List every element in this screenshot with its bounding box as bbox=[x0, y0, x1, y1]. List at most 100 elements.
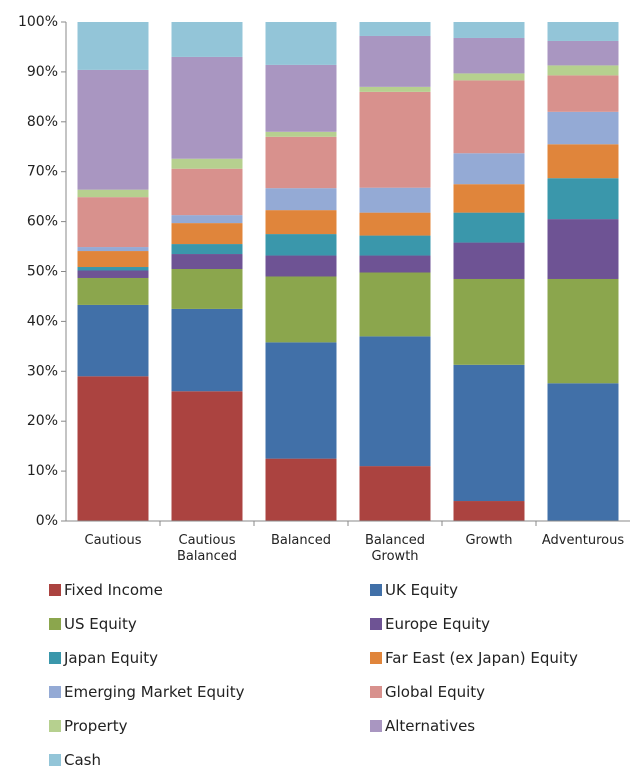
bar-segment bbox=[453, 184, 525, 213]
legend-item: Cash bbox=[49, 750, 101, 770]
legend-label: Fixed Income bbox=[64, 581, 163, 599]
bar-segment bbox=[547, 40, 619, 66]
legend-label: Europe Equity bbox=[385, 615, 490, 633]
legend-label: Property bbox=[64, 717, 128, 735]
legend-item: Fixed Income bbox=[49, 580, 163, 600]
legend-item: Property bbox=[49, 716, 127, 736]
bar-segment bbox=[265, 458, 337, 521]
legend-item: Emerging Market Equity bbox=[49, 682, 244, 702]
legend-label: Global Equity bbox=[385, 683, 486, 701]
y-tick-label: 10% bbox=[27, 463, 58, 479]
legend-label: UK Equity bbox=[385, 581, 459, 599]
bar-segment bbox=[265, 136, 337, 189]
legend-swatch bbox=[370, 720, 382, 732]
legend-swatch bbox=[49, 720, 61, 732]
bar-segment bbox=[171, 223, 243, 245]
bar-segment bbox=[171, 56, 243, 159]
legend-label: Cash bbox=[64, 751, 101, 769]
legend-swatch bbox=[49, 584, 61, 596]
bar-segment bbox=[171, 244, 243, 255]
legend-item: Japan Equity bbox=[49, 648, 158, 668]
bar-segment bbox=[453, 364, 525, 502]
x-tick-label: Growth bbox=[465, 533, 513, 548]
bar-segment bbox=[77, 189, 149, 198]
y-tick-label: 70% bbox=[27, 164, 58, 180]
bar-segment bbox=[171, 22, 243, 57]
legend-item: US Equity bbox=[49, 614, 137, 634]
legend-item: UK Equity bbox=[370, 580, 458, 600]
legend-item: Global Equity bbox=[370, 682, 485, 702]
y-tick-label: 20% bbox=[27, 413, 58, 429]
y-tick-label: 90% bbox=[27, 64, 58, 80]
bar-segment bbox=[547, 144, 619, 179]
bar-segment bbox=[77, 247, 149, 252]
y-tick-label: 40% bbox=[27, 313, 58, 329]
bar-segment bbox=[77, 304, 149, 377]
bar-segment bbox=[453, 80, 525, 154]
bar-segment bbox=[547, 278, 619, 384]
bar-segment bbox=[171, 158, 243, 169]
y-tick-label: 0% bbox=[36, 513, 58, 529]
bar-segment bbox=[265, 188, 337, 211]
bar-segment bbox=[359, 91, 431, 188]
bar-segment bbox=[77, 197, 149, 248]
bar-segment bbox=[265, 22, 337, 65]
bar-segment bbox=[453, 278, 525, 365]
bar-segment bbox=[453, 242, 525, 279]
legend-swatch bbox=[370, 618, 382, 630]
bar-segment bbox=[171, 269, 243, 309]
bar-segment bbox=[77, 22, 149, 70]
bar-segment bbox=[77, 270, 149, 278]
legend-item: Far East (ex Japan) Equity bbox=[370, 648, 578, 668]
y-tick-label: 100% bbox=[18, 14, 58, 30]
legend-item: Alternatives bbox=[370, 716, 475, 736]
bar-segment bbox=[171, 168, 243, 216]
bar-segment bbox=[77, 69, 149, 190]
bar-segment bbox=[171, 254, 243, 270]
x-tick-label: Balanced bbox=[270, 533, 332, 548]
bar-segment bbox=[453, 212, 525, 243]
bar-segment bbox=[265, 210, 337, 235]
bar-segment bbox=[265, 64, 337, 132]
legend-label: Alternatives bbox=[385, 717, 476, 735]
legend-swatch bbox=[49, 618, 61, 630]
x-tick-label: Adventurous bbox=[541, 533, 625, 548]
x-tick-label: Cautious Balanced bbox=[176, 533, 238, 564]
bar-segment bbox=[77, 251, 149, 268]
legend-swatch bbox=[49, 686, 61, 698]
bar-segment bbox=[77, 376, 149, 521]
bar-segment bbox=[453, 37, 525, 74]
bar-segment bbox=[359, 86, 431, 92]
legend-item: Europe Equity bbox=[370, 614, 490, 634]
bar-segment bbox=[171, 308, 243, 392]
legend-swatch bbox=[370, 584, 382, 596]
bar-segment bbox=[359, 235, 431, 256]
bar-segment bbox=[265, 131, 337, 137]
bar-segment bbox=[77, 277, 149, 305]
bar-segment bbox=[359, 336, 431, 467]
legend-label: Emerging Market Equity bbox=[64, 683, 245, 701]
bar-segment bbox=[547, 178, 619, 220]
bar-segment bbox=[453, 22, 525, 38]
bar-segment bbox=[359, 35, 431, 87]
bar-segment bbox=[453, 153, 525, 185]
bar-segment bbox=[547, 75, 619, 112]
bar-segment bbox=[547, 111, 619, 145]
bar-segment bbox=[265, 276, 337, 343]
legend-swatch bbox=[370, 652, 382, 664]
y-tick-label: 60% bbox=[27, 214, 58, 230]
bar-segment bbox=[265, 234, 337, 256]
y-tick-label: 80% bbox=[27, 114, 58, 130]
legend-swatch bbox=[49, 754, 61, 766]
bar-segment bbox=[547, 219, 619, 279]
legend-swatch bbox=[49, 652, 61, 664]
y-tick-label: 30% bbox=[27, 363, 58, 379]
bar-segment bbox=[359, 466, 431, 521]
bar-segment bbox=[359, 187, 431, 213]
y-tick-label: 50% bbox=[27, 264, 58, 280]
bar-segment bbox=[359, 212, 431, 236]
bar-segment bbox=[359, 255, 431, 273]
bar-segment bbox=[265, 342, 337, 459]
bar-segment bbox=[547, 22, 619, 41]
